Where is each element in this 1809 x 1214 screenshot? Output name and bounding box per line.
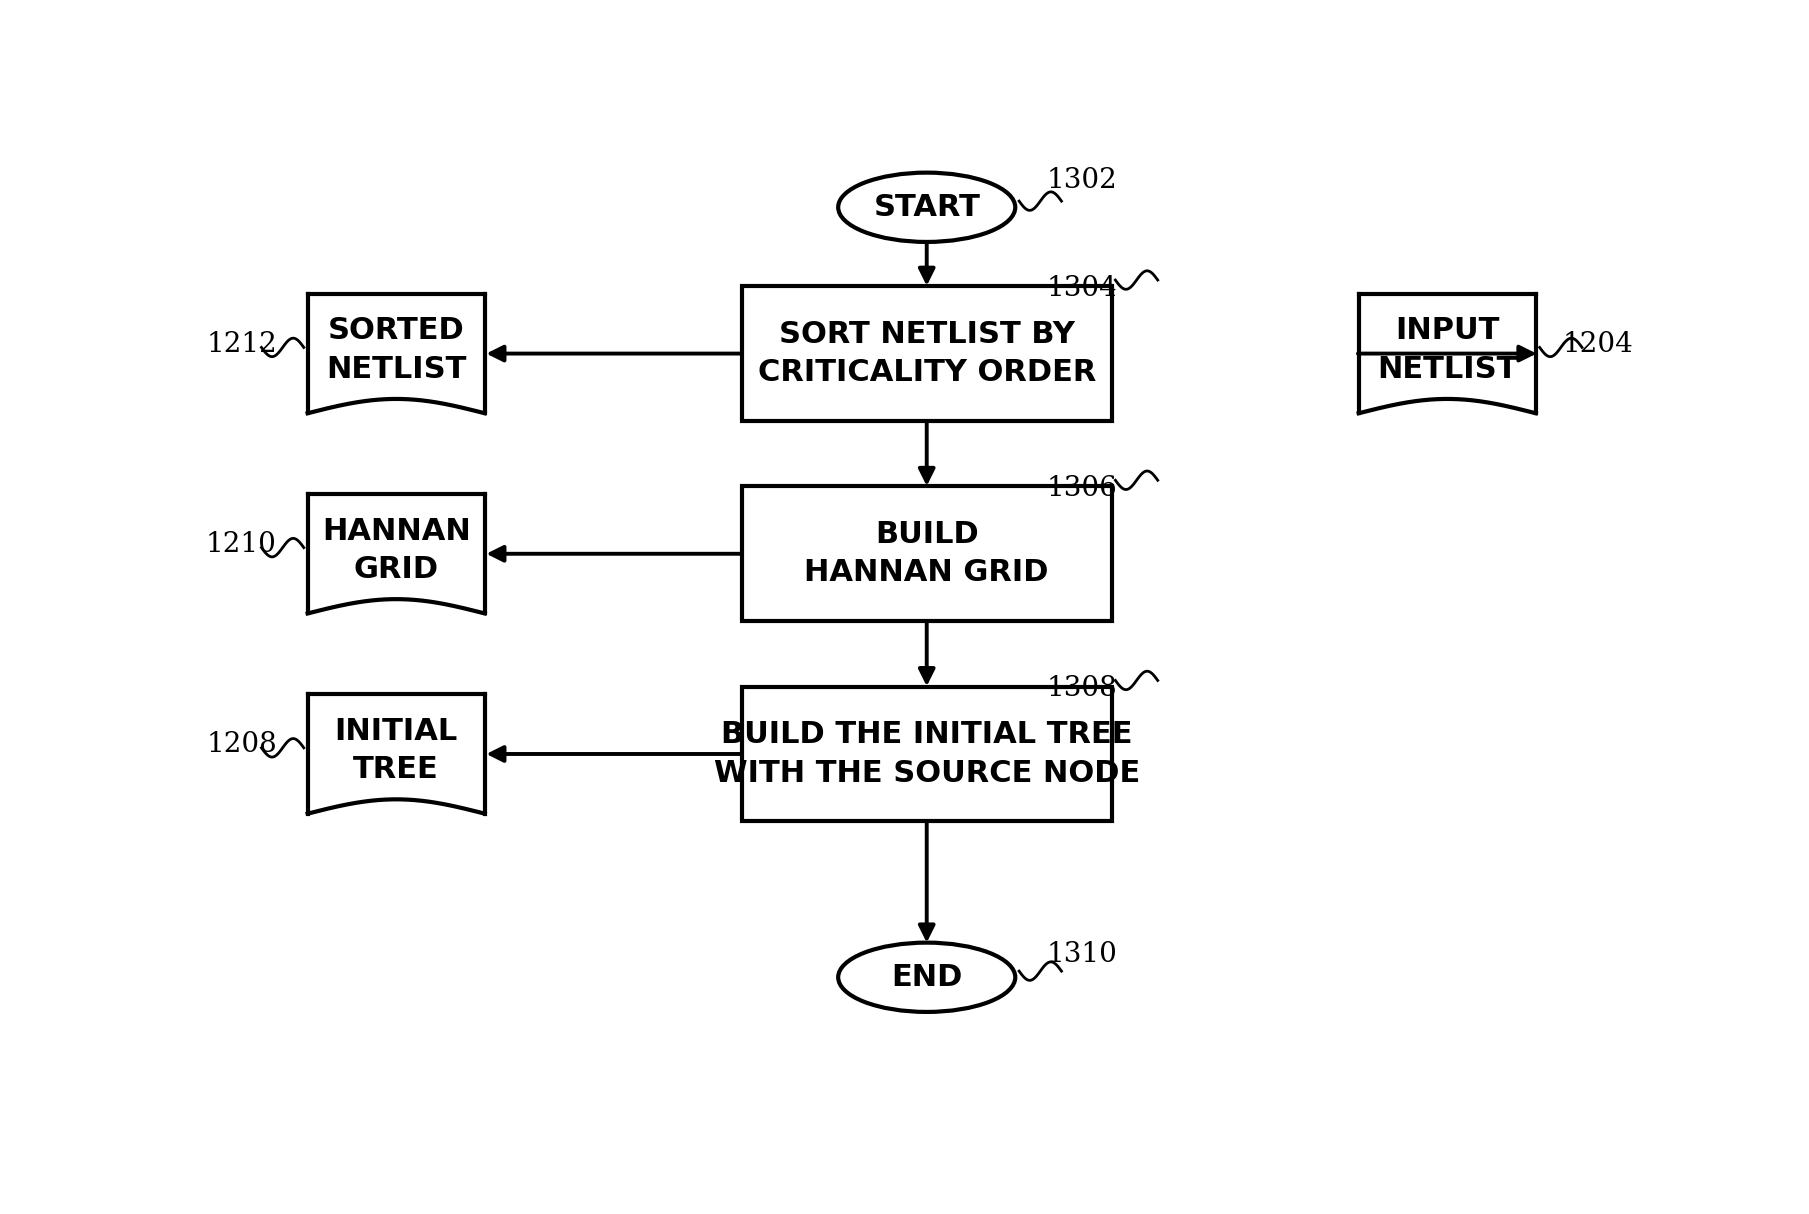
Text: INPUT
NETLIST: INPUT NETLIST [1377, 317, 1518, 384]
FancyBboxPatch shape [742, 687, 1111, 822]
Ellipse shape [838, 172, 1015, 242]
Text: 1306: 1306 [1047, 475, 1118, 501]
Text: 1208: 1208 [206, 731, 277, 759]
Text: END: END [892, 963, 962, 992]
Polygon shape [308, 494, 485, 613]
Text: 1304: 1304 [1047, 274, 1118, 301]
Text: BUILD THE INITIAL TREE
WITH THE SOURCE NODE: BUILD THE INITIAL TREE WITH THE SOURCE N… [713, 720, 1140, 788]
Text: HANNAN
GRID: HANNAN GRID [322, 517, 470, 584]
Text: 1302: 1302 [1047, 166, 1118, 194]
Text: 1210: 1210 [206, 531, 277, 558]
Polygon shape [308, 294, 485, 413]
Polygon shape [308, 694, 485, 813]
Text: SORT NETLIST BY
CRITICALITY ORDER: SORT NETLIST BY CRITICALITY ORDER [758, 320, 1096, 387]
Polygon shape [1359, 294, 1536, 413]
Ellipse shape [838, 942, 1015, 1012]
Text: BUILD
HANNAN GRID: BUILD HANNAN GRID [805, 520, 1049, 588]
Text: 1308: 1308 [1047, 675, 1118, 702]
Text: 1204: 1204 [1563, 331, 1634, 358]
Text: 1212: 1212 [206, 331, 277, 358]
FancyBboxPatch shape [742, 487, 1111, 622]
Text: START: START [874, 193, 980, 222]
Text: SORTED
NETLIST: SORTED NETLIST [326, 317, 467, 384]
FancyBboxPatch shape [742, 287, 1111, 421]
Text: INITIAL
TREE: INITIAL TREE [335, 716, 458, 784]
Text: 1310: 1310 [1047, 941, 1118, 968]
